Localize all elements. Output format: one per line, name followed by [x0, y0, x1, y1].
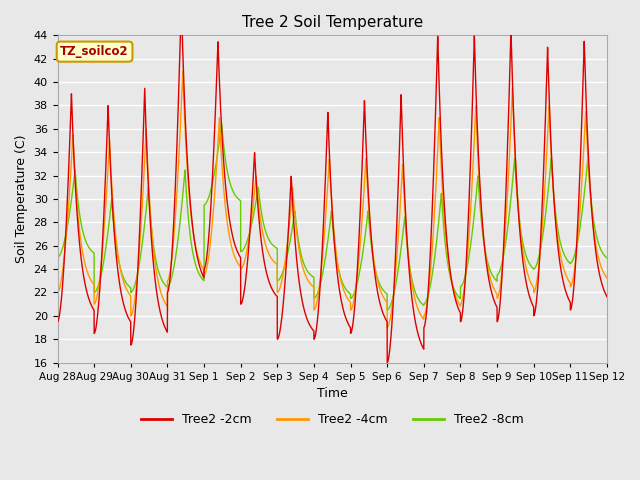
- X-axis label: Time: Time: [317, 387, 348, 400]
- Text: TZ_soilco2: TZ_soilco2: [60, 45, 129, 58]
- Legend: Tree2 -2cm, Tree2 -4cm, Tree2 -8cm: Tree2 -2cm, Tree2 -4cm, Tree2 -8cm: [136, 408, 529, 431]
- Y-axis label: Soil Temperature (C): Soil Temperature (C): [15, 135, 28, 263]
- Title: Tree 2 Soil Temperature: Tree 2 Soil Temperature: [242, 15, 423, 30]
